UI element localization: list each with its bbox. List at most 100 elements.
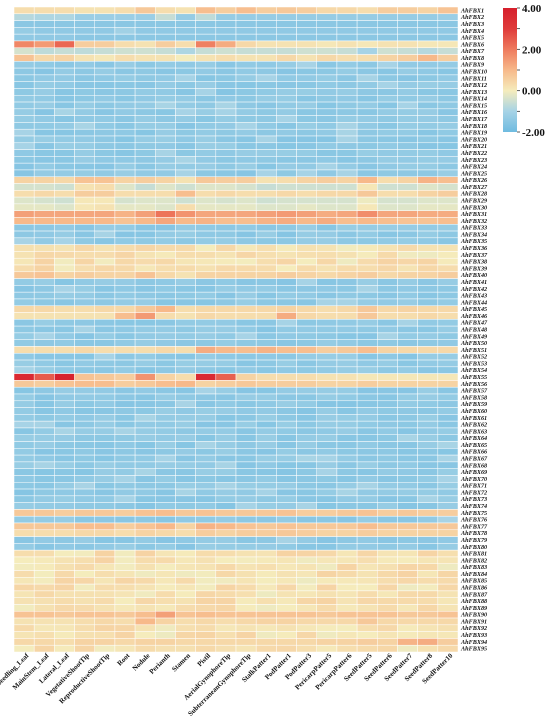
- heatmap-cell: [296, 13, 317, 21]
- heatmap-cell: [235, 597, 257, 605]
- heatmap-cell: [397, 611, 418, 619]
- heatmap-cell: [356, 61, 378, 69]
- heatmap-cell: [215, 244, 237, 252]
- heatmap-cell: [235, 495, 257, 503]
- heatmap-cell: [215, 162, 237, 171]
- heatmap-cell: [316, 448, 338, 456]
- heatmap-cell: [437, 577, 459, 585]
- heatmap-cell: [235, 13, 257, 21]
- heatmap-cell: [255, 230, 277, 239]
- row-label: AhFBX76: [460, 517, 488, 524]
- heatmap-cell: [175, 33, 196, 42]
- heatmap-cell: [155, 604, 176, 612]
- heatmap-cell: [437, 346, 459, 354]
- heatmap-cell: [377, 380, 398, 388]
- heatmap-cell: [13, 115, 35, 123]
- heatmap-cell: [316, 27, 338, 35]
- heatmap-cell: [377, 27, 398, 35]
- heatmap-cell: [94, 27, 116, 35]
- row-label: AhFBX45: [460, 306, 487, 313]
- heatmap-cell: [54, 128, 75, 137]
- heatmap-cell: [255, 305, 277, 313]
- heatmap-cell: [377, 108, 398, 116]
- heatmap-cell: [94, 230, 116, 239]
- heatmap-cell: [94, 305, 116, 313]
- heatmap-cell: [417, 454, 439, 463]
- heatmap-cell: [13, 325, 35, 334]
- heatmap-cell: [397, 556, 418, 564]
- heatmap-cell: [255, 482, 277, 490]
- heatmap-cell: [437, 13, 459, 21]
- heatmap-cell: [397, 346, 418, 354]
- heatmap-cell: [94, 515, 116, 524]
- heatmap-cell: [235, 393, 257, 402]
- heatmap-cell: [377, 543, 398, 551]
- heatmap-cell: [316, 108, 338, 116]
- heatmap-cell: [134, 6, 156, 15]
- heatmap-cell: [336, 319, 358, 327]
- heatmap-cell: [336, 468, 358, 476]
- heatmap-cell: [417, 278, 439, 286]
- heatmap-cell: [255, 128, 277, 137]
- heatmap-cell: [316, 67, 338, 76]
- heatmap-cell: [54, 590, 75, 598]
- heatmap-cell: [397, 509, 418, 517]
- heatmap-cell: [377, 461, 398, 469]
- heatmap-cell: [134, 448, 156, 456]
- heatmap-cell: [235, 169, 257, 177]
- heatmap-cell: [114, 257, 136, 266]
- heatmap-cell: [13, 624, 35, 632]
- heatmap-cell: [417, 624, 439, 632]
- heatmap-cell: [437, 482, 459, 490]
- heatmap-cell: [114, 597, 136, 605]
- heatmap-cell: [134, 359, 156, 368]
- heatmap-cell: [33, 305, 55, 313]
- heatmap-cell: [215, 373, 237, 381]
- heatmap-cell: [195, 522, 217, 531]
- heatmap-cell: [33, 448, 55, 456]
- heatmap-cell: [94, 624, 116, 632]
- heatmap-cell: [94, 359, 116, 368]
- heatmap-cell: [235, 590, 257, 598]
- heatmap-cell: [215, 543, 237, 551]
- heatmap-cell: [13, 6, 35, 15]
- heatmap-cell: [255, 325, 277, 334]
- heatmap-cell: [94, 373, 116, 381]
- heatmap-cell: [437, 611, 459, 619]
- heatmap-cell: [255, 353, 277, 361]
- heatmap-cell: [195, 162, 217, 171]
- heatmap-cell: [155, 108, 176, 116]
- heatmap-cell: [397, 400, 418, 408]
- heatmap-cell: [316, 638, 338, 646]
- heatmap-cell: [215, 414, 237, 422]
- heatmap-cell: [74, 237, 95, 245]
- heatmap-cell: [255, 312, 277, 320]
- heatmap-cell: [397, 454, 418, 463]
- heatmap-cell: [33, 373, 55, 381]
- heatmap-cell: [54, 210, 75, 218]
- heatmap-cell: [134, 468, 156, 476]
- heatmap-cell: [296, 380, 317, 388]
- heatmap-cell: [195, 366, 217, 374]
- row-label: AhFBX82: [460, 557, 487, 564]
- heatmap-cell: [296, 47, 317, 55]
- heatmap-cell: [316, 81, 338, 89]
- heatmap-cell: [417, 583, 439, 592]
- heatmap-cell: [13, 359, 35, 368]
- heatmap-cell: [336, 427, 358, 435]
- heatmap-cell: [94, 434, 116, 442]
- heatmap-cell: [276, 135, 297, 144]
- heatmap-cell: [155, 624, 176, 632]
- row-label: AhFBX17: [460, 116, 488, 123]
- heatmap-cell: [134, 108, 156, 116]
- heatmap-cell: [336, 33, 358, 42]
- heatmap-cell: [155, 325, 176, 334]
- row-label: AhFBX25: [460, 170, 487, 177]
- heatmap-cell: [94, 237, 116, 245]
- heatmap-cell: [134, 332, 156, 340]
- heatmap-cell: [134, 325, 156, 334]
- heatmap-cell: [195, 373, 217, 381]
- heatmap-cell: [134, 128, 156, 137]
- heatmap-cell: [336, 604, 358, 612]
- heatmap-cell: [155, 577, 176, 585]
